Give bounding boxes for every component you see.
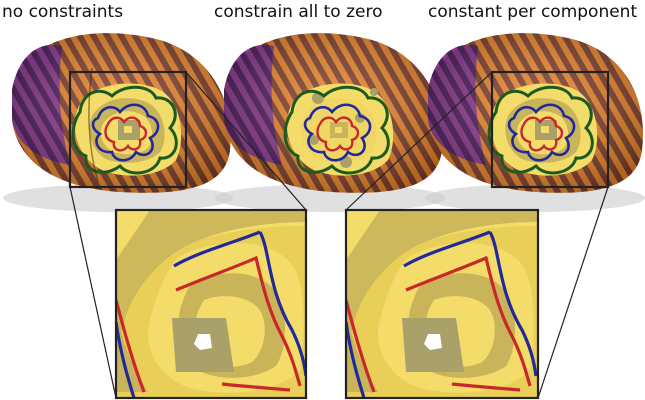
zoom-inset-left	[114, 208, 308, 400]
shell-left	[3, 33, 233, 212]
caption-constant-per-component: constant per component	[428, 2, 638, 22]
zoom-inset-left-frame	[114, 208, 308, 400]
shell-middle	[215, 33, 445, 212]
zoom-inset-right	[344, 208, 540, 400]
shell-right	[425, 33, 645, 212]
caption-no-constraints: no constraints	[2, 2, 124, 22]
zoom-frame-left	[68, 70, 188, 189]
caption-constrain-all-to-zero: constrain all to zero	[214, 2, 383, 22]
leader-lines	[69, 71, 609, 399]
zoom-frame-right	[490, 70, 610, 189]
zoom-inset-right-frame	[344, 208, 540, 400]
